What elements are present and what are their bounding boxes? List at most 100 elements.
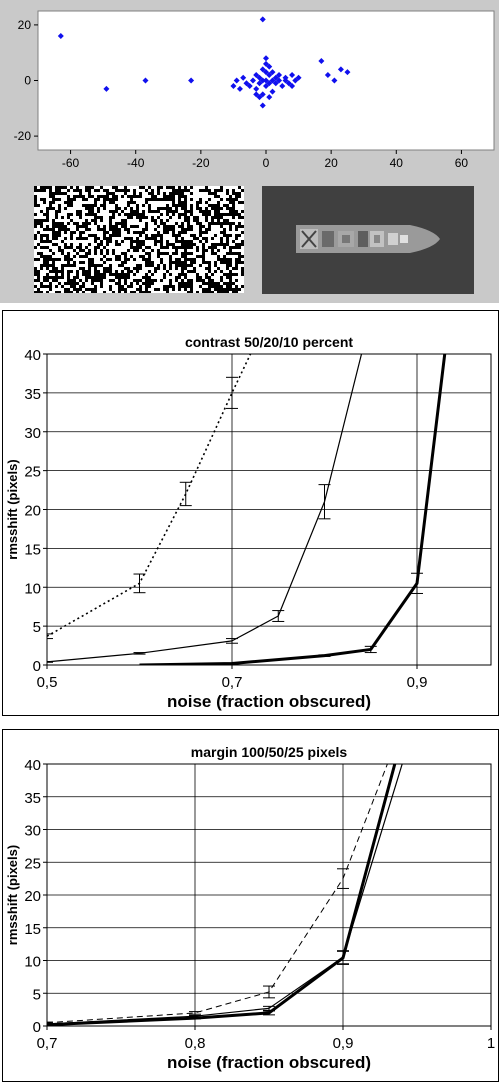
contrast-chart: 0 5 10 15 20 25 30 35 40 0,5 0,7 0,9 contrast 50/20/… <box>5 334 492 711</box>
scatter-point <box>282 74 289 81</box>
margin-chart: 0 5 10 15 20 25 30 35 40 0,7 0,8 0,9 1 margin 100/50/… <box>5 744 495 1072</box>
scatter-point <box>259 66 266 73</box>
scatter-point <box>266 94 273 101</box>
scatter-point <box>256 94 263 101</box>
y-tick-label: 20 <box>18 18 32 32</box>
y-tick-label: 0 <box>33 658 41 675</box>
scatter-point <box>272 80 279 87</box>
scatter-point <box>266 71 273 78</box>
x-tick-label: 0 <box>263 156 270 170</box>
scatter-point <box>324 71 331 78</box>
scatter-point <box>337 66 344 73</box>
scatter-point <box>256 74 263 81</box>
x-tick-label: -20 <box>192 156 210 170</box>
y-tick-label: 0 <box>24 74 31 88</box>
y-tick-label: 40 <box>24 347 41 364</box>
series-thin <box>47 354 363 663</box>
scatter-point <box>259 102 266 109</box>
scatter-point <box>246 83 253 90</box>
scatter-point <box>289 83 296 90</box>
series-thick <box>47 764 397 1026</box>
y-tick-label: 40 <box>24 757 41 774</box>
scatter-point <box>253 85 260 92</box>
series-line <box>47 354 363 663</box>
y-tick-label: -20 <box>14 129 32 143</box>
y-tick-label: 35 <box>24 386 41 403</box>
scatter-point <box>188 77 195 84</box>
y-tick-label: 5 <box>33 986 41 1003</box>
scatter-point <box>263 69 269 76</box>
scatter-point <box>243 80 250 87</box>
scatter-point <box>292 77 299 84</box>
y-tick-label: 30 <box>24 823 41 840</box>
scatter-point <box>279 83 286 90</box>
scatter-point <box>256 80 263 87</box>
scatter-point <box>285 80 292 87</box>
x-tick-label: 0,9 <box>333 1035 354 1052</box>
x-tick-label: -60 <box>62 156 80 170</box>
top-panel: -60 -40 -20 0 20 40 60 20 0 -20 <box>0 0 499 303</box>
scatter-point <box>272 74 279 81</box>
scatter-point <box>295 74 302 81</box>
scatter-point <box>344 69 351 76</box>
y-tick-label: 15 <box>24 541 41 558</box>
series-line <box>47 764 388 1024</box>
scatter-point <box>103 85 110 92</box>
series-dashed <box>47 764 388 1024</box>
scatter-point <box>263 55 269 62</box>
scatter-point <box>266 80 273 87</box>
scatter-point <box>276 77 283 84</box>
scatter-point <box>263 60 269 67</box>
scatter-point <box>259 77 266 84</box>
scatter-point <box>253 91 260 98</box>
y-tick-label: 20 <box>24 503 41 520</box>
y-tick-label: 25 <box>24 464 41 481</box>
scatter-point <box>142 77 149 84</box>
scatter-point <box>57 33 64 40</box>
scatter-chart: -60 -40 -20 0 20 40 60 20 0 -20 <box>14 10 495 170</box>
series-line <box>139 354 447 665</box>
chart-title: margin 100/50/25 pixels <box>191 744 348 760</box>
x-tick-label: 0,5 <box>37 674 58 691</box>
noise-texture-image <box>34 186 244 293</box>
series-dotted <box>47 354 252 640</box>
scatter-point <box>331 77 338 84</box>
x-axis-label: noise (fraction obscured) <box>167 1053 371 1072</box>
y-tick-label: 30 <box>24 425 41 442</box>
y-tick-label: 25 <box>24 855 41 872</box>
scatter-point <box>233 77 240 84</box>
scatter-point <box>259 16 266 23</box>
scatter-point <box>269 88 276 95</box>
ship-icon <box>296 225 440 253</box>
scatter-point <box>318 58 325 65</box>
x-tick-label: 0,9 <box>407 674 428 691</box>
chart-title: contrast 50/20/10 percent <box>185 334 353 350</box>
scatter-point <box>263 83 269 90</box>
noise-pattern <box>34 186 244 293</box>
x-axis-label: noise (fraction obscured) <box>167 692 371 711</box>
x-tick-label: -40 <box>127 156 145 170</box>
series-thick <box>139 354 447 665</box>
y-tick-label: 15 <box>24 921 41 938</box>
scatter-point <box>253 71 260 78</box>
scatter-point <box>263 77 269 84</box>
scatter-point <box>269 69 276 76</box>
x-tick-label: 1 <box>487 1035 495 1052</box>
y-tick-label: 35 <box>24 790 41 807</box>
contrast-chart-frame <box>2 310 499 716</box>
x-tick-label: 0,8 <box>185 1035 206 1052</box>
scatter-point <box>276 71 283 78</box>
y-tick-label: 20 <box>24 888 41 905</box>
y-axis-label: rmsshift (pixels) <box>5 459 20 559</box>
x-tick-label: 0,7 <box>222 674 243 691</box>
series-thin <box>47 764 403 1025</box>
scatter-point <box>236 85 243 92</box>
scatter-point <box>240 74 247 81</box>
margin-chart-frame <box>2 729 499 1082</box>
x-tick-label: 0,7 <box>37 1035 58 1052</box>
y-axis-label: rmsshift (pixels) <box>5 845 20 945</box>
y-tick-label: 10 <box>24 954 41 971</box>
series-line <box>47 354 252 637</box>
y-tick-label: 5 <box>33 619 41 636</box>
x-tick-label: 40 <box>390 156 404 170</box>
